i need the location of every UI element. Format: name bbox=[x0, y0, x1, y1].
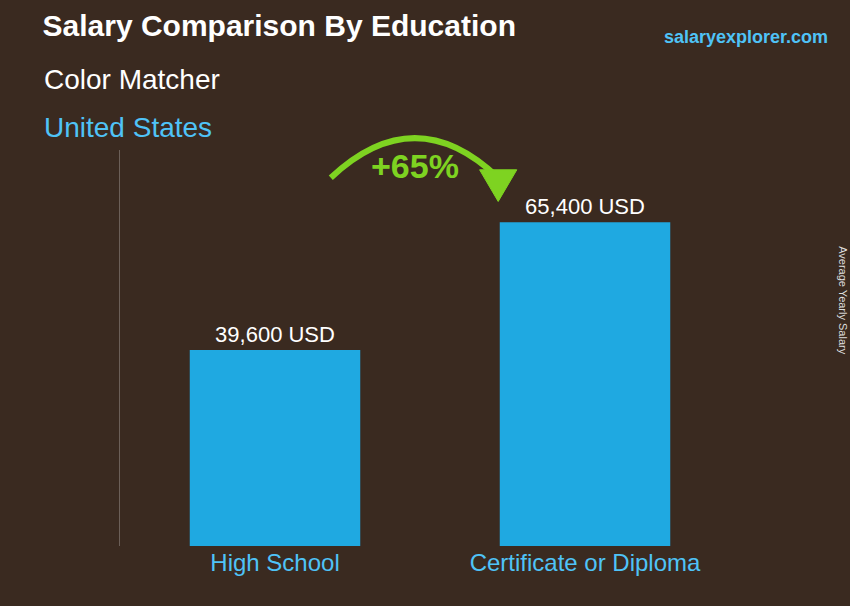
svg-text:Color Matcher: Color Matcher bbox=[44, 64, 220, 95]
svg-text:United States: United States bbox=[44, 112, 212, 143]
svg-text:39,600 USD: 39,600 USD bbox=[215, 322, 335, 347]
svg-text:salaryexplorer.com: salaryexplorer.com bbox=[664, 27, 828, 47]
svg-text:+65%: +65% bbox=[371, 147, 459, 185]
svg-text:Salary Comparison By Education: Salary Comparison By Education bbox=[43, 9, 516, 42]
svg-text:Certificate or Diploma: Certificate or Diploma bbox=[470, 549, 701, 576]
svg-text:65,400 USD: 65,400 USD bbox=[525, 194, 645, 219]
svg-text:High School: High School bbox=[210, 549, 339, 576]
svg-text:Average Yearly Salary: Average Yearly Salary bbox=[837, 246, 849, 355]
